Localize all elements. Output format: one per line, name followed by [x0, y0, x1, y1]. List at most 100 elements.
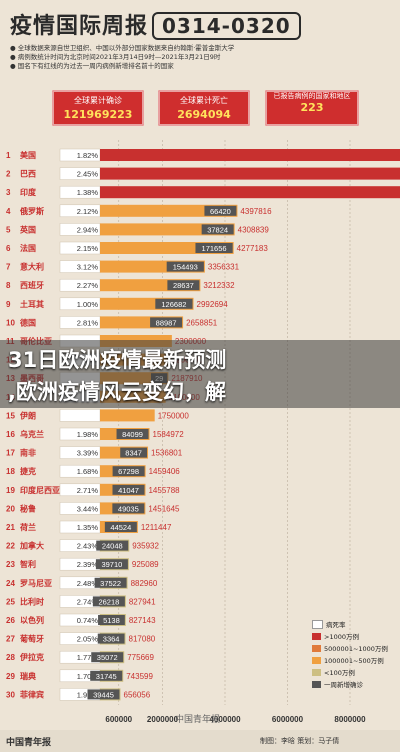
weekly-box — [204, 205, 237, 216]
note-line: ● 全球数据来源自世卫组织、中国以外部分国家数据来自约翰斯·霍普金斯大学 — [10, 44, 235, 52]
total-bar — [100, 204, 238, 217]
total-label: 1459406 — [149, 467, 181, 476]
total-bar — [100, 223, 235, 236]
stat-value: 223 — [300, 101, 324, 114]
weekly-box — [90, 670, 123, 681]
stat-global-deaths: 全球累计死亡 2694094 — [158, 90, 250, 126]
fatality-rate-label: 1.70% — [77, 672, 99, 681]
weekly-label: 84099 — [122, 430, 143, 439]
weekly-label: 31745 — [96, 672, 117, 681]
chart-legend: 病死率 >1000万例 5000001~1000万例 1000001~500万例 <10… — [312, 618, 396, 690]
total-bar — [100, 149, 400, 161]
legend-item: 5000001~1000万例 — [312, 642, 396, 654]
title-date-box: 0314-0320 — [152, 12, 301, 40]
total-label: 743599 — [126, 672, 153, 681]
rank-label: 27 — [6, 635, 15, 644]
country-label: 捷克 — [20, 466, 36, 476]
headline-overlay: 31日欧洲疫情最新预测 ,欧洲疫情风云变幻，解 — [0, 340, 400, 408]
rank-label: 26 — [6, 616, 15, 625]
footer: 中国青年报 中国青年报 制图：李晗 策划：马子倩 — [0, 715, 400, 752]
country-label: 南非 — [20, 448, 36, 458]
weekly-box — [201, 224, 234, 235]
rank-label: 7 — [6, 263, 11, 272]
weekly-box — [97, 633, 125, 644]
legend-label: 一周新增确诊 — [324, 681, 363, 689]
rank-label: 8 — [6, 281, 11, 290]
country-label: 法国 — [20, 243, 36, 253]
fatality-rate-label: 2.27% — [77, 281, 99, 290]
fatality-rate-label: 3.44% — [77, 504, 99, 513]
total-label: 1536801 — [151, 449, 183, 458]
rank-label: 19 — [6, 486, 15, 495]
legend-item: <100万例 — [312, 666, 396, 678]
total-bar — [100, 186, 400, 199]
weekly-box — [104, 522, 137, 532]
x-tick-label: 2000000 — [147, 715, 179, 724]
country-label: 乌克兰 — [20, 429, 44, 439]
total-label: 817080 — [129, 635, 156, 644]
weekly-label: 39445 — [93, 690, 114, 699]
legend-label: 5000001~1000万例 — [324, 645, 388, 653]
weekly-label: 8347 — [125, 449, 142, 458]
publisher-logo: 中国青年报 — [6, 738, 52, 748]
legend-swatch — [312, 644, 321, 652]
weekly-label: 88987 — [156, 318, 177, 327]
weekly-box — [112, 466, 145, 477]
weekly-box — [195, 243, 233, 253]
weekly-label: 35072 — [97, 653, 118, 662]
weekly-label: 154493 — [173, 263, 198, 272]
total-label: 2992694 — [197, 300, 229, 309]
total-label: 1584972 — [153, 430, 185, 439]
country-label: 印度 — [20, 187, 37, 197]
country-label: 印度尼西亚 — [20, 485, 60, 495]
headline-line-2: ,欧洲疫情风云变幻，解 — [8, 380, 226, 404]
total-label: 1211447 — [141, 523, 172, 532]
x-tick-label: 6000000 — [272, 715, 304, 724]
weekly-box — [112, 503, 145, 514]
weekly-box — [167, 280, 200, 291]
stat-global-confirmed: 全球累计确诊 121969223 — [52, 90, 144, 126]
country-label: 英国 — [19, 224, 36, 234]
total-label: 827941 — [129, 597, 156, 606]
weekly-box — [94, 577, 127, 588]
weekly-label: 24048 — [102, 542, 123, 551]
title-main: 疫情国际周报 — [10, 14, 149, 39]
weekly-label: 39710 — [101, 560, 122, 569]
country-label: 俄罗斯 — [19, 206, 44, 216]
weekly-box — [116, 429, 149, 439]
fatality-rate-label: 2.05% — [77, 635, 99, 644]
country-label: 意大利 — [20, 262, 44, 272]
country-label: 荷兰 — [19, 522, 36, 532]
fatality-rate-label: 2.39% — [77, 560, 99, 569]
weekly-label: 5138 — [103, 616, 120, 625]
rank-label: 16 — [6, 430, 15, 439]
weekly-label: 126682 — [161, 300, 186, 309]
fatality-rate-label: 2.43% — [77, 542, 99, 551]
total-label: 3356331 — [208, 263, 240, 272]
rank-label: 20 — [6, 504, 15, 513]
weekly-box — [155, 298, 193, 309]
weekly-label: 49035 — [118, 504, 139, 513]
legend-label: >1000万例 — [324, 633, 359, 641]
country-label: 菲律宾 — [20, 689, 44, 699]
weekly-label: 37824 — [207, 225, 228, 234]
legend-swatch — [312, 632, 321, 640]
rank-label: 21 — [6, 523, 15, 532]
rank-label: 10 — [6, 318, 15, 327]
stat-countries: 已报告病例的国家和地区 223 — [265, 90, 359, 126]
total-label: 775669 — [127, 653, 154, 662]
weekly-box — [87, 689, 120, 700]
fatality-rate-label: 2.74% — [77, 597, 99, 606]
credits: 制图：李晗 策划：马子倩 — [260, 737, 340, 745]
fatality-rate-label: 1.77% — [77, 653, 99, 662]
weekly-box — [120, 447, 148, 458]
country-label: 伊朗 — [19, 410, 36, 420]
weekly-box — [96, 540, 129, 551]
fatality-rate-label: 2.12% — [77, 207, 99, 216]
weekly-box — [166, 261, 204, 272]
country-label: 葡萄牙 — [19, 634, 44, 644]
fatality-rate-label: 1.35% — [77, 523, 99, 532]
weekly-box — [112, 484, 145, 495]
weekly-label: 37522 — [100, 579, 121, 588]
country-label: 以色列 — [20, 615, 44, 625]
